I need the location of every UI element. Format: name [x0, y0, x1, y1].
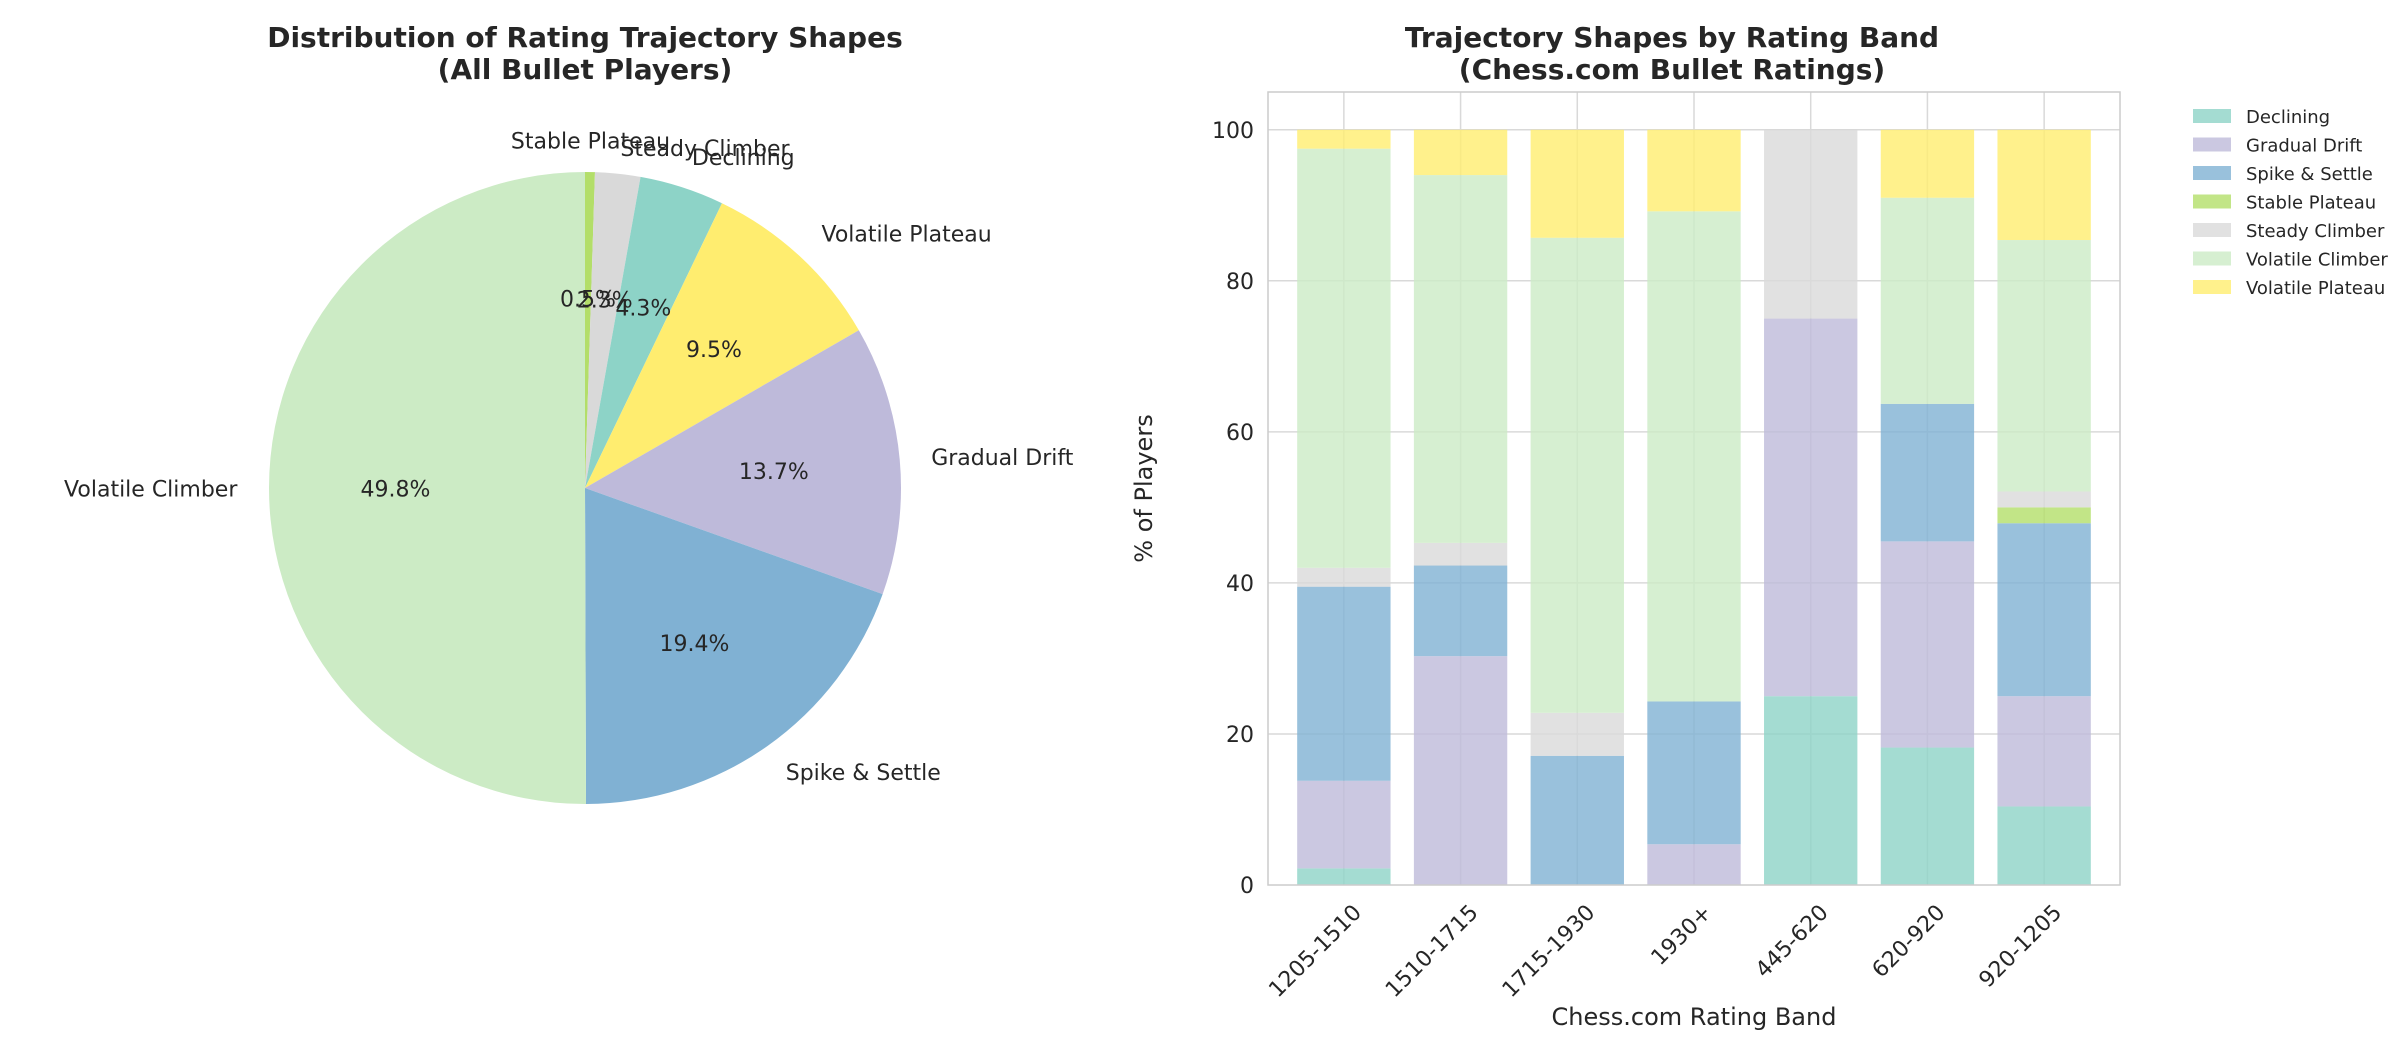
pie-label-steady-climber: Steady Climber	[620, 137, 790, 162]
pie-slice-steady-climber	[585, 172, 641, 488]
bar-1930-spike-and-settle	[1647, 701, 1741, 845]
bar-920-1205-gradual-drift	[1997, 696, 2091, 807]
bar-445-620-steady-climber	[1764, 129, 1858, 319]
pie-pct-gradual-drift: 13.7%	[739, 460, 809, 485]
bar-620-920-gradual-drift	[1880, 541, 1975, 748]
pie-pct-spike-and-settle: 19.4%	[660, 632, 730, 657]
legend-swatch-steady-climber	[2193, 223, 2231, 237]
bar-620-920-declining	[1880, 747, 1975, 885]
bar-1205-1510-spike-and-settle	[1297, 586, 1391, 781]
legend-swatch-volatile-climber	[2193, 251, 2231, 266]
bar-1930-gradual-drift	[1647, 844, 1741, 885]
legend-label-declining: Declining	[2246, 107, 2330, 128]
bar-1205-1510-volatile-plateau	[1297, 129, 1391, 149]
bar-920-1205-stable-plateau	[1997, 507, 2091, 524]
bar-920-1205-steady-climber	[1997, 491, 2091, 508]
x-tick-445-620: 445-620	[1751, 900, 1834, 983]
x-tick-1930: 1930+	[1647, 900, 1717, 970]
pie-pct-stable-plateau: 0.5%	[560, 287, 616, 312]
pie-labels: 0.5% Stable Plateau 2.3% Steady Climber 4.3%…	[64, 129, 1074, 785]
bar-920-1205-volatile-climber	[1997, 240, 2091, 492]
pie-label-declining: Declining	[692, 146, 795, 171]
bar-1205-1510-declining	[1297, 868, 1391, 885]
bar-1510-1715-volatile-climber	[1413, 175, 1508, 543]
pie-slice-gradual-drift	[585, 330, 902, 595]
bar-1510-1715-spike-and-settle	[1413, 565, 1508, 657]
legend-label-volatile-plateau: Volatile Plateau	[2246, 278, 2385, 299]
bar-1930-volatile-climber	[1647, 211, 1741, 702]
bar-1715-1930-steady-climber	[1530, 712, 1624, 756]
y-tick-100: 100	[1212, 119, 1254, 144]
y-axis-label: % of Players	[1130, 414, 1158, 562]
stacked-bar-chart: Trajectory Shapes by Rating Band (Chess.c…	[1130, 21, 2388, 1031]
pie-pct-volatile-climber: 49.8%	[360, 477, 430, 502]
y-axis-ticks: 0 20 40 60 80 100	[1212, 119, 1254, 899]
bar-1715-1930-volatile-climber	[1530, 237, 1624, 713]
pie-slice-volatile-plateau	[585, 203, 859, 488]
pie-label-volatile-plateau: Volatile Plateau	[822, 222, 992, 247]
x-tick-620-920: 620-920	[1868, 900, 1951, 983]
pie-chart: Distribution of Rating Trajectory Shapes…	[64, 21, 1074, 804]
bar-620-920-spike-and-settle	[1880, 403, 1975, 542]
bar-920-1205-volatile-plateau	[1997, 129, 2091, 241]
y-tick-0: 0	[1240, 874, 1254, 899]
legend-label-gradual-drift: Gradual Drift	[2246, 136, 2362, 157]
y-tick-40: 40	[1226, 572, 1254, 597]
bar-1205-1510-gradual-drift	[1297, 780, 1391, 869]
bar-1510-1715-gradual-drift	[1413, 656, 1508, 885]
legend-label-stable-plateau: Stable Plateau	[2246, 193, 2376, 214]
pie-slice-spike-and-settle	[585, 488, 883, 804]
bar-1510-1715-volatile-plateau	[1413, 129, 1508, 176]
bar-920-1205-spike-and-settle	[1997, 523, 2091, 697]
bar-920-1205-declining	[1997, 806, 2091, 885]
legend: Declining Gradual Drift Spike & Settle Stab…	[2193, 107, 2388, 299]
legend-swatch-volatile-plateau	[2193, 280, 2231, 294]
legend-swatch-spike-and-settle	[2193, 166, 2231, 180]
x-tick-1510-1715: 1510-1715	[1381, 900, 1483, 1002]
pie-label-stable-plateau: Stable Plateau	[511, 129, 670, 154]
legend-swatch-stable-plateau	[2193, 194, 2231, 209]
legend-swatch-gradual-drift	[2193, 137, 2231, 152]
pie-label-volatile-climber: Volatile Climber	[64, 478, 238, 503]
y-tick-20: 20	[1226, 723, 1254, 748]
bar-1930-volatile-plateau	[1647, 129, 1741, 212]
pie-title: Distribution of Rating Trajectory Shapes…	[267, 21, 903, 86]
pie-label-spike-and-settle: Spike & Settle	[786, 761, 941, 786]
legend-label-spike-and-settle: Spike & Settle	[2246, 164, 2373, 185]
pie-slice-volatile-climber	[268, 172, 586, 804]
pie-slice-stable-plateau	[585, 172, 595, 488]
y-tick-60: 60	[1226, 421, 1254, 446]
bar-445-620-gradual-drift	[1764, 318, 1858, 697]
plot-frame	[1267, 91, 2121, 886]
bar-1205-1510-steady-climber	[1297, 567, 1391, 587]
legend-label-volatile-climber: Volatile Climber	[2246, 250, 2388, 271]
bars	[1297, 129, 2091, 885]
pie-pct-volatile-plateau: 9.5%	[686, 338, 742, 363]
bar-445-620-declining	[1764, 696, 1858, 885]
x-axis-ticks: 1205-1510 1510-1715 1715-1930 1930+ 445-620 6…	[1264, 900, 2067, 1002]
bar-620-920-volatile-climber	[1880, 197, 1975, 404]
pie-slices	[268, 172, 902, 804]
bar-620-920-volatile-plateau	[1880, 129, 1975, 198]
x-tick-1715-1930: 1715-1930	[1498, 900, 1600, 1002]
bar-1205-1510-volatile-climber	[1297, 148, 1391, 568]
pie-pct-steady-climber: 2.3%	[577, 288, 633, 313]
x-axis-label: Chess.com Rating Band	[1552, 1003, 1837, 1031]
legend-swatch-declining	[2193, 109, 2231, 123]
bar-title: Trajectory Shapes by Rating Band (Chess.c…	[1405, 21, 1939, 86]
pie-label-gradual-drift: Gradual Drift	[931, 446, 1074, 471]
pie-pct-declining: 4.3%	[615, 297, 671, 322]
bar-1715-1930-volatile-plateau	[1530, 129, 1624, 238]
pie-slice-declining	[585, 176, 722, 488]
bar-1510-1715-steady-climber	[1413, 542, 1508, 566]
x-tick-1205-1510: 1205-1510	[1264, 900, 1366, 1002]
legend-label-steady-climber: Steady Climber	[2246, 221, 2385, 242]
bar-1715-1930-spike-and-settle	[1530, 755, 1624, 885]
y-tick-80: 80	[1226, 270, 1254, 295]
x-tick-920-1205: 920-1205	[1975, 900, 2068, 993]
